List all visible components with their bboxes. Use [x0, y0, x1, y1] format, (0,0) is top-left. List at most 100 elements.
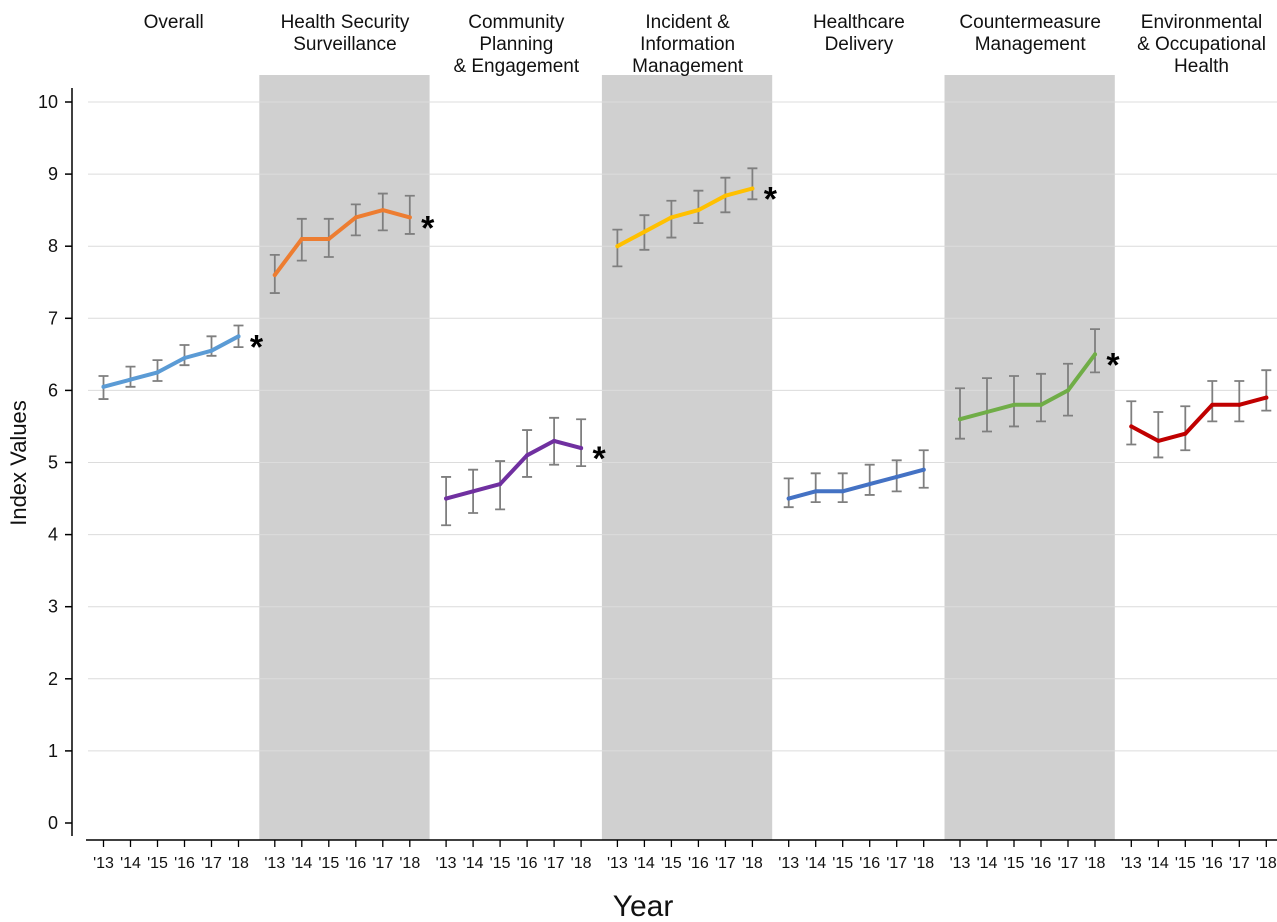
y-tick-label: 4 — [48, 525, 58, 545]
series-5: * — [955, 328, 1120, 440]
x-tick-label: '14 — [634, 855, 655, 872]
shaded-panel-3 — [601, 75, 773, 840]
error-bar — [441, 476, 452, 527]
shaded-panel-5 — [944, 75, 1115, 840]
x-tick-label: '15 — [318, 855, 339, 872]
error-bar — [1261, 369, 1272, 412]
significance-marker: * — [250, 328, 264, 366]
x-tick-label: '18 — [1085, 855, 1106, 872]
x-tick-label: '14 — [1148, 855, 1169, 872]
data-point — [1093, 352, 1097, 357]
panel-title-6: Environmental & Occupational Health — [1137, 12, 1266, 77]
y-tick-label: 5 — [48, 453, 58, 473]
series-2: * — [441, 416, 606, 527]
significance-marker: * — [764, 181, 778, 219]
data-point — [155, 370, 160, 375]
panel-title-2: Community Planning & Engagement — [453, 12, 579, 77]
data-point — [1264, 395, 1269, 400]
gridlines — [88, 101, 1277, 752]
error-bar — [576, 418, 587, 468]
x-tick-label: '18 — [399, 855, 420, 872]
y-tick-label: 10 — [38, 92, 58, 112]
x-tick-label: '15 — [1175, 855, 1196, 872]
data-point — [1129, 424, 1134, 429]
x-tick-label: '13 — [607, 855, 628, 872]
series-6 — [1126, 369, 1272, 459]
data-point — [498, 482, 503, 487]
error-bar — [179, 344, 190, 367]
shaded-panel-1 — [259, 75, 430, 840]
x-tick-label: '16 — [1031, 855, 1052, 872]
x-tick-label: '14 — [977, 855, 998, 872]
data-point — [985, 410, 989, 415]
data-point — [471, 489, 476, 494]
data-point — [407, 215, 412, 220]
data-point — [750, 186, 755, 191]
error-bar — [837, 472, 848, 504]
data-point — [353, 215, 358, 220]
data-point — [182, 355, 187, 360]
x-tick-label: '13 — [1121, 855, 1142, 872]
panel-title-4: Healthcare Delivery — [813, 12, 905, 55]
data-point — [101, 384, 106, 389]
data-point — [1183, 431, 1188, 436]
data-point — [272, 273, 277, 278]
data-point — [1210, 402, 1215, 407]
data-point — [209, 348, 214, 353]
series-0: * — [98, 324, 264, 400]
data-point — [1156, 438, 1161, 443]
x-tick-label: '15 — [147, 855, 168, 872]
x-tick-label: '18 — [228, 855, 249, 872]
significance-marker: * — [1106, 346, 1120, 384]
panel-title-1: Health Security Surveillance — [281, 12, 410, 55]
y-tick-label: 8 — [48, 236, 58, 256]
error-bar — [1180, 405, 1191, 452]
y-axis-title: Index Values — [6, 400, 31, 526]
data-point — [894, 474, 899, 479]
data-point — [1066, 388, 1070, 393]
series-1: * — [269, 192, 435, 294]
panel-shading — [259, 75, 1115, 840]
series-3: * — [612, 167, 778, 268]
data-point — [1039, 402, 1043, 407]
y-tick-label: 7 — [48, 308, 58, 328]
x-tick-label: '13 — [778, 855, 799, 872]
x-tick-label: '15 — [490, 855, 511, 872]
data-point — [867, 482, 872, 487]
x-tick-label: '16 — [1202, 855, 1223, 872]
x-tick-label: '17 — [372, 855, 393, 872]
x-tick-label: '17 — [886, 855, 907, 872]
error-bar — [1090, 328, 1100, 374]
error-bar — [810, 472, 821, 504]
data-point — [326, 236, 331, 241]
x-tick-label: '15 — [1004, 855, 1025, 872]
x-tick-label: '13 — [93, 855, 114, 872]
x-tick-label: '15 — [832, 855, 853, 872]
data-point — [444, 496, 449, 501]
x-tick-label: '16 — [517, 855, 538, 872]
error-bar — [955, 387, 965, 440]
series-4 — [783, 449, 929, 509]
x-tick-label: '13 — [436, 855, 457, 872]
x-tick-label: '13 — [950, 855, 971, 872]
error-bar — [1153, 411, 1164, 459]
data-point — [128, 377, 133, 382]
data-point — [615, 244, 620, 249]
y-axis: 0 1 2 3 4 5 6 7 8 9 10 — [38, 88, 73, 836]
x-tick-label: '17 — [715, 855, 736, 872]
data-point — [840, 489, 845, 494]
series-line-6 — [1129, 395, 1269, 443]
error-bar — [864, 463, 875, 496]
series-line-1 — [272, 208, 412, 277]
x-tick-label: '14 — [120, 855, 141, 872]
x-tick-label: '18 — [1256, 855, 1277, 872]
panel-title-0: Overall — [144, 12, 204, 33]
significance-marker: * — [592, 440, 606, 478]
x-tick-label: '13 — [264, 855, 285, 872]
data-point — [921, 467, 926, 472]
data-point — [299, 236, 304, 241]
x-tick-label: '14 — [291, 855, 312, 872]
series-line-4 — [786, 467, 926, 501]
data-point — [669, 215, 674, 220]
